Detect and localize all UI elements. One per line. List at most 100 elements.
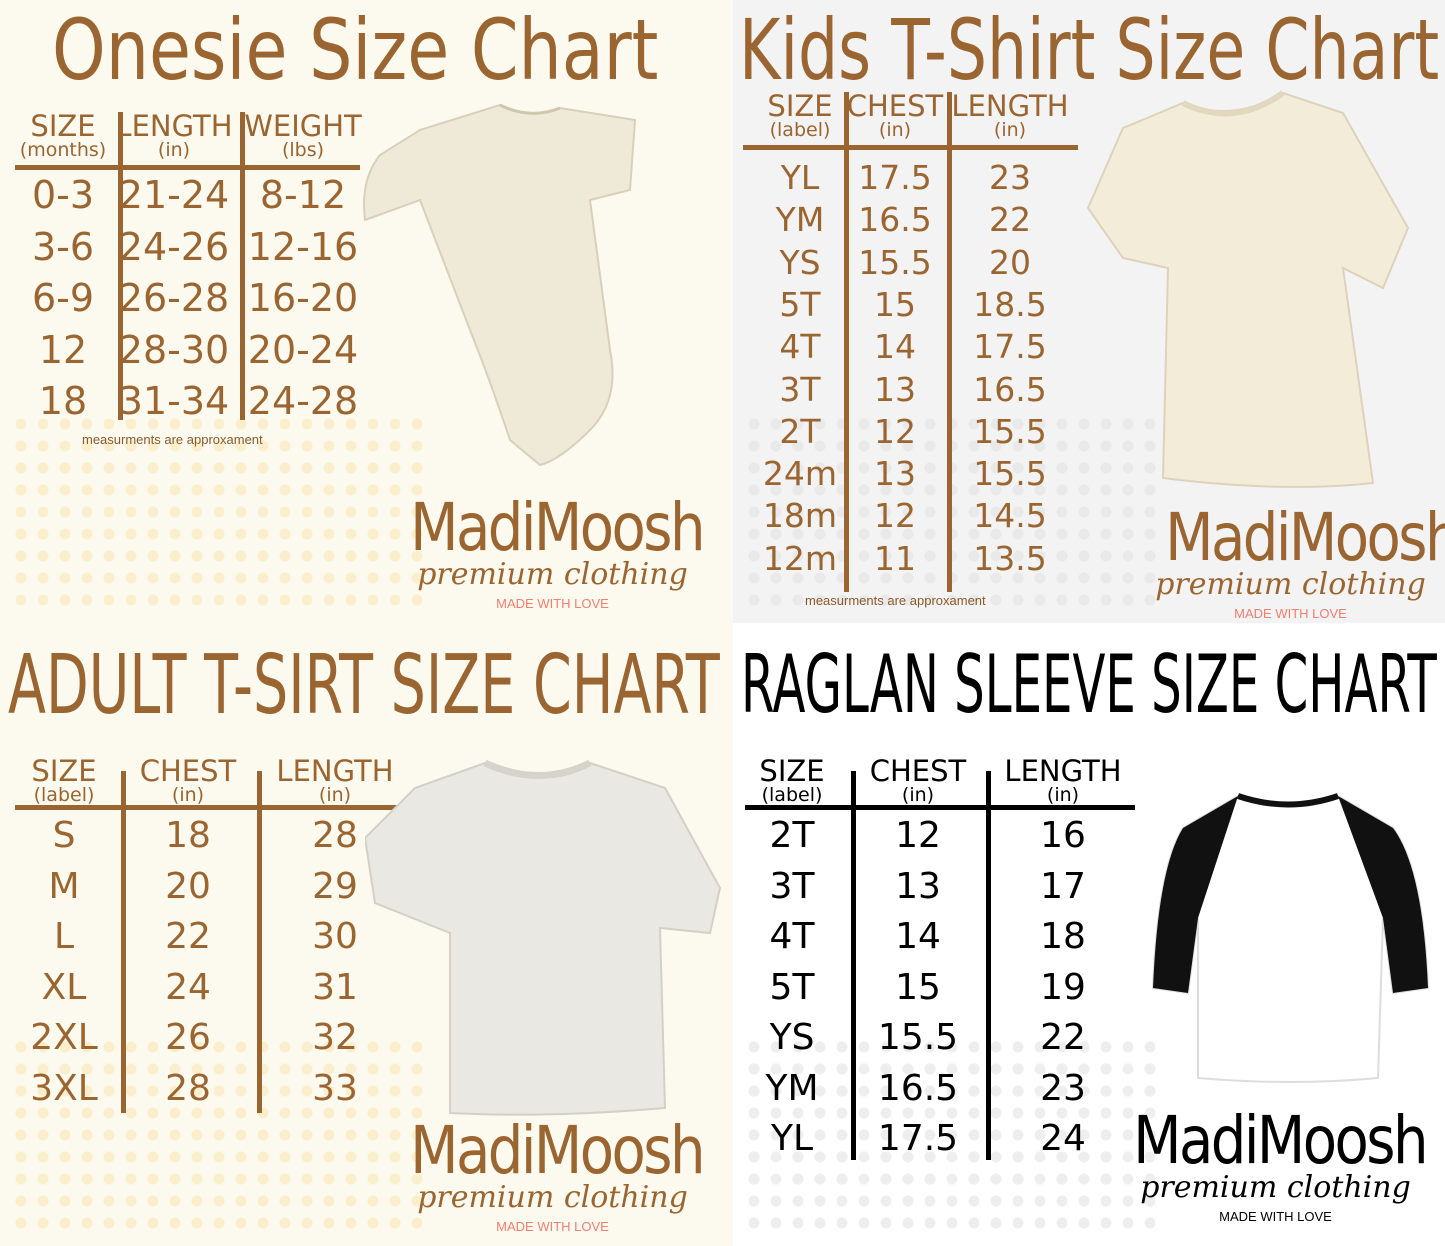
raglan-title: RAGLAN SLEEVE SIZE CHART [741,638,1437,731]
table-cell: 18.5 [973,284,1047,324]
dot-pattern [743,413,1163,613]
table-cell: 14.5 [973,496,1047,536]
table-cell: 20 [165,865,211,907]
table-cell: 24-26 [118,224,230,269]
made-with-love: MADE WITH LOVE [1234,606,1347,621]
header-unit: (in) [901,784,935,806]
column-divider [851,771,856,1160]
column-header: CHEST (in) [847,92,944,140]
table-cell: 28 [312,815,358,856]
table-cell: YM [775,200,825,240]
table-cell: 18 [165,815,211,856]
table-cell: 15.5 [973,454,1047,494]
header-unit: (in) [878,119,912,141]
table-cell: 15.5 [858,242,932,282]
column-divider [257,771,262,1113]
table-cell: 16-20 [247,276,359,320]
column-divider [240,112,245,420]
dot-pattern [10,413,430,613]
table-cell: 24m [762,454,838,494]
table-cell: 5T [779,284,821,324]
table-cell: 28 [165,1067,211,1109]
header-divider [743,145,1078,150]
table-cell: 12-16 [247,224,359,269]
brand-tagline: premium clothing [417,1180,688,1215]
header-label: LENGTH [115,109,233,143]
table-cell: 3T [769,865,815,907]
table-cell: 18 [38,379,88,423]
table-cell: 26-28 [118,276,230,320]
brand-logo: MadiMoosh premium clothing MADE WITH LOV… [385,1112,720,1235]
header-label: CHEST [846,89,944,123]
column-divider [118,112,123,420]
brand-tagline: premium clothing [417,557,688,592]
table-cell: 20-24 [247,327,359,372]
column-header: CHEST (in) [870,757,967,805]
table-cell: 16.5 [877,1067,959,1109]
column-header: SIZE (label) [767,92,832,140]
table-cell: 12 [38,327,88,372]
brand-logo: MadiMoosh premium clothing MADE WITH LOV… [1108,1102,1443,1225]
column-header: LENGTH (in) [276,757,393,805]
brand-name: MadiMoosh [410,489,705,566]
table-cell: 24 [165,966,211,1008]
table-cell: 20 [989,242,1031,282]
raglan-size-chart-panel: RAGLAN SLEEVE SIZE CHART SIZE (label) CHES… [733,623,1445,1246]
table-cell: YL [780,158,820,197]
table-cell: M [48,865,80,907]
table-cell: 22 [989,200,1031,240]
table-cell: 3XL [30,1067,98,1109]
brand-name: MadiMoosh [410,1112,705,1189]
table-cell: 15.5 [973,411,1047,451]
header-divider [15,165,360,170]
table-cell: 26 [165,1017,211,1058]
table-cell: 5T [769,966,815,1008]
brand-name: MadiMoosh [1165,499,1445,576]
table-cell: 22 [1040,1017,1086,1058]
table-cell: 14 [895,916,941,957]
table-cell: 17.5 [973,327,1047,367]
brand-logo: MadiMoosh premium clothing MADE WITH LOV… [1143,499,1445,622]
table-cell: XL [41,966,87,1008]
table-cell: 4T [779,327,821,367]
table-cell: 15.5 [877,1017,959,1058]
table-cell: 17.5 [877,1118,959,1159]
column-header: LENGTH (in) [1004,757,1121,805]
header-divider [15,805,415,810]
brand-name: MadiMoosh [1133,1102,1428,1179]
column-header: SIZE (label) [759,757,824,805]
table-cell: 23 [989,158,1031,197]
table-cell: 8-12 [259,173,347,217]
table-cell: YS [769,1017,815,1058]
column-header: SIZE (months) [20,112,106,160]
table-cell: 11 [874,538,916,578]
header-label: CHEST [139,754,237,788]
table-cell: 13 [874,369,916,409]
adult-size-chart-panel: ADULT T-SIRT SIZE CHART SIZE (label) CHEST… [0,623,733,1246]
column-divider [121,771,126,1113]
table-cell: 23 [1040,1067,1086,1109]
table-cell: 2XL [30,1017,98,1058]
table-cell: 12 [874,496,916,536]
table-cell: 21-24 [118,173,230,217]
table-cell: 16.5 [973,369,1047,409]
header-unit: (label) [769,119,831,141]
table-cell: S [52,815,76,856]
header-unit: (in) [171,784,205,806]
table-cell: 6-9 [31,276,95,320]
brand-tagline: premium clothing [1155,567,1426,602]
table-cell: 12 [895,815,941,856]
table-cell: 3T [779,369,821,409]
onesie-title: Onesie Size Chart [52,1,659,99]
dot-pattern [10,1036,430,1236]
table-cell: 14 [874,327,916,367]
table-cell: 3-6 [31,224,95,269]
kids-size-chart-panel: Kids T-Shirt Size Chart SIZE (label) CHEST… [733,0,1445,623]
table-cell: 2T [769,815,815,856]
table-cell: L [53,916,75,957]
table-cell: 24-28 [247,379,359,423]
table-cell: 13 [874,454,916,494]
column-header: WEIGHT (lbs) [244,112,362,160]
header-label: CHEST [869,754,967,788]
table-cell: 17 [1040,865,1086,907]
